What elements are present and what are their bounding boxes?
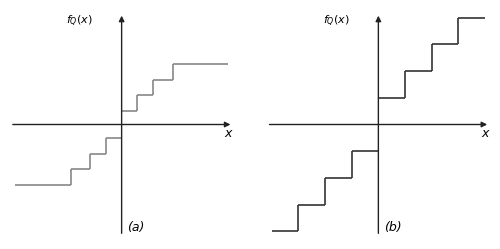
Text: (b): (b) xyxy=(384,221,402,234)
Text: $f_Q(x)$: $f_Q(x)$ xyxy=(322,14,349,29)
Text: $x$: $x$ xyxy=(224,127,234,140)
Text: (a): (a) xyxy=(128,221,145,234)
Text: $f_Q(x)$: $f_Q(x)$ xyxy=(66,14,92,29)
Text: $x$: $x$ xyxy=(481,127,491,140)
